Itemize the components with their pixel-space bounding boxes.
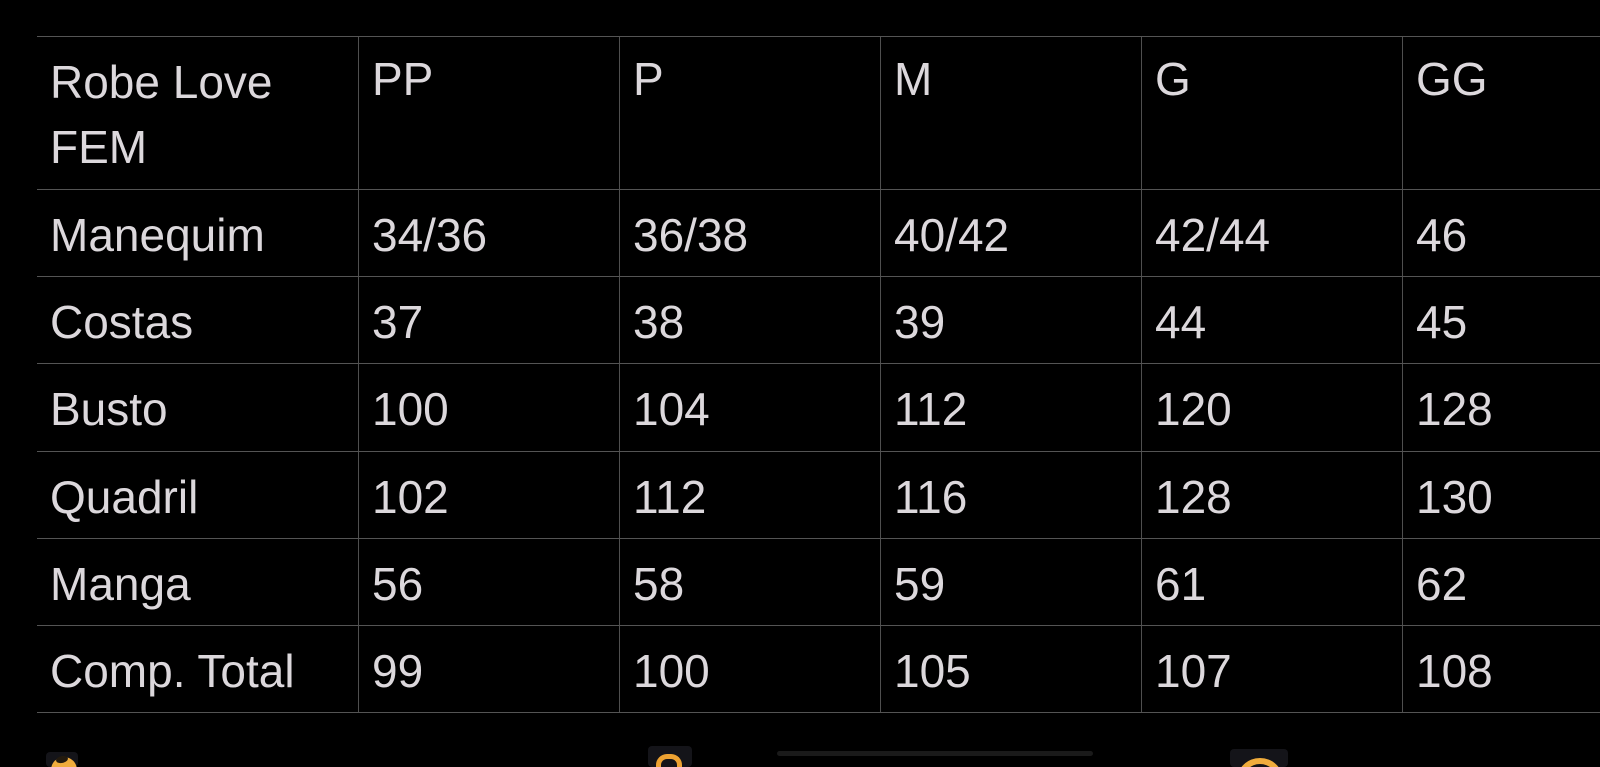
table-cell: 40/42 (880, 190, 1141, 277)
row-label-comp-total: Comp. Total (50, 644, 295, 697)
table-cell: 105 (880, 625, 1141, 713)
table-cell: 112 (880, 364, 1141, 451)
table-cell: 130 (1402, 451, 1600, 538)
row-label-quadril: Quadril (50, 470, 199, 523)
table-cell: 45 (1402, 277, 1600, 364)
table-cell: 102 (358, 451, 619, 538)
column-header-m: M (880, 37, 1141, 189)
table-cell: 39 (880, 277, 1141, 364)
table-row: Comp. Total 99 100 105 107 108 (37, 624, 1600, 713)
table-cell: 44 (1141, 277, 1402, 364)
row-label-manequim: Manequim (50, 209, 265, 261)
table-row: Manequim 34/36 36/38 40/42 42/44 46 (37, 189, 1600, 277)
table-cell: 58 (619, 538, 880, 625)
table-cell: 100 (619, 625, 880, 713)
table-title: Robe Love FEM (50, 56, 273, 173)
table-row: Busto 100 104 112 120 128 (37, 363, 1600, 451)
column-header-p: P (619, 37, 880, 189)
table-cell: 62 (1402, 538, 1600, 625)
table-cell: 36/38 (619, 190, 880, 277)
table-cell: 56 (358, 538, 619, 625)
table-cell: 108 (1402, 625, 1600, 713)
table-cell: 59 (880, 538, 1141, 625)
handle-arc (656, 754, 682, 767)
column-header-pp: PP (358, 37, 619, 189)
table-row: Quadril 102 112 116 128 130 (37, 450, 1600, 538)
column-header-gg: GG (1402, 37, 1600, 189)
table-cell: 34/36 (358, 190, 619, 277)
table-cell: 104 (619, 364, 880, 451)
table-cell: 128 (1141, 451, 1402, 538)
table-cell: 116 (880, 451, 1141, 538)
table-cell: 37 (358, 277, 619, 364)
row-label-costas: Costas (50, 296, 194, 349)
yellow-face-emoji-icon (46, 751, 80, 767)
table-row: Costas 37 38 39 44 45 (37, 276, 1600, 364)
row-label-manga: Manga (50, 557, 191, 610)
table-header-row: Robe Love FEM PP P M G GG (37, 36, 1600, 189)
size-chart-table: Robe Love FEM PP P M G GG Manequim 34/36… (37, 36, 1600, 714)
row-label-busto: Busto (50, 383, 168, 436)
table-cell: 38 (619, 277, 880, 364)
table-cell: 42/44 (1141, 190, 1402, 277)
table-title-cell: Robe Love FEM (37, 37, 358, 189)
table-cell: 99 (358, 625, 619, 713)
table-row: Manga 56 58 59 61 62 (37, 537, 1600, 625)
table-cell: 61 (1141, 538, 1402, 625)
table-cell: 128 (1402, 364, 1600, 451)
yellow-ring-emoji-icon (1230, 748, 1290, 767)
table-cell: 100 (358, 364, 619, 451)
table-cell: 120 (1141, 364, 1402, 451)
faint-dark-strip (777, 751, 1093, 756)
table-cell: 112 (619, 451, 880, 538)
table-cell: 107 (1141, 625, 1402, 713)
column-header-g: G (1141, 37, 1402, 189)
table-cell: 46 (1402, 190, 1600, 277)
yellow-handle-emoji-icon (648, 746, 692, 767)
